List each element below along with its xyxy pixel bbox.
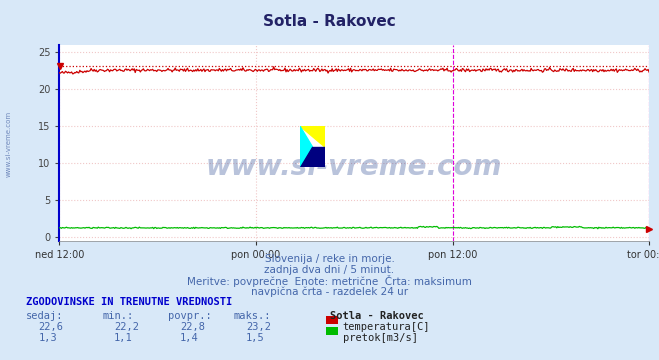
Text: 1,1: 1,1 [114, 333, 132, 343]
Text: www.si-vreme.com: www.si-vreme.com [5, 111, 12, 177]
Text: ZGODOVINSKE IN TRENUTNE VREDNOSTI: ZGODOVINSKE IN TRENUTNE VREDNOSTI [26, 297, 233, 307]
Text: min.:: min.: [102, 311, 133, 321]
Text: 22,6: 22,6 [38, 322, 63, 332]
Text: 22,2: 22,2 [114, 322, 139, 332]
Text: 22,8: 22,8 [180, 322, 205, 332]
Text: 23,2: 23,2 [246, 322, 271, 332]
Text: Sotla - Rakovec: Sotla - Rakovec [263, 14, 396, 29]
Text: Slovenija / reke in morje.: Slovenija / reke in morje. [264, 254, 395, 264]
Polygon shape [300, 147, 325, 167]
Text: povpr.:: povpr.: [168, 311, 212, 321]
Text: zadnja dva dni / 5 minut.: zadnja dva dni / 5 minut. [264, 265, 395, 275]
Text: maks.:: maks.: [234, 311, 272, 321]
Text: 1,5: 1,5 [246, 333, 264, 343]
Text: navpična črta - razdelek 24 ur: navpična črta - razdelek 24 ur [251, 286, 408, 297]
Text: 1,3: 1,3 [38, 333, 57, 343]
Text: www.si-vreme.com: www.si-vreme.com [206, 153, 502, 181]
Polygon shape [300, 126, 325, 147]
Text: Meritve: povprečne  Enote: metrične  Črta: maksimum: Meritve: povprečne Enote: metrične Črta:… [187, 275, 472, 287]
Text: Sotla - Rakovec: Sotla - Rakovec [330, 311, 423, 321]
Text: pretok[m3/s]: pretok[m3/s] [343, 333, 418, 343]
Text: 1,4: 1,4 [180, 333, 198, 343]
Polygon shape [300, 126, 312, 167]
Text: temperatura[C]: temperatura[C] [343, 322, 430, 332]
Text: sedaj:: sedaj: [26, 311, 64, 321]
